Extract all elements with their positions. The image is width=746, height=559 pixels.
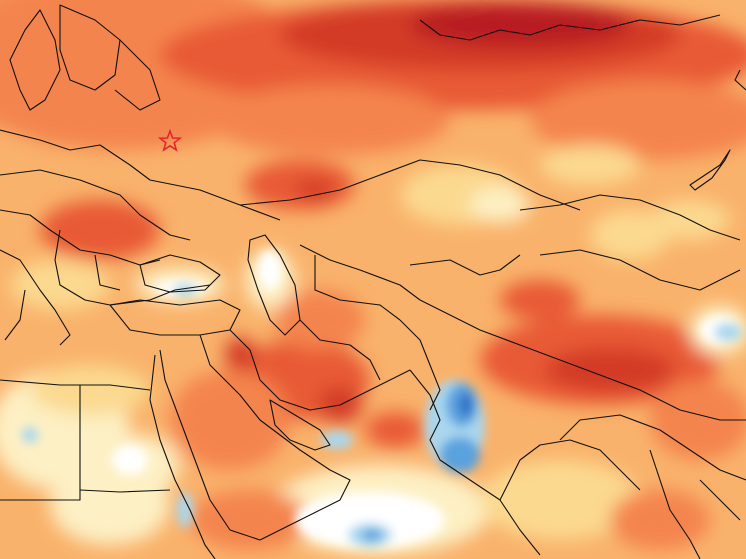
country-borders	[0, 4, 746, 559]
star-marker	[158, 129, 182, 153]
star-icon	[158, 129, 182, 152]
anomaly-field-detail	[22, 250, 742, 548]
